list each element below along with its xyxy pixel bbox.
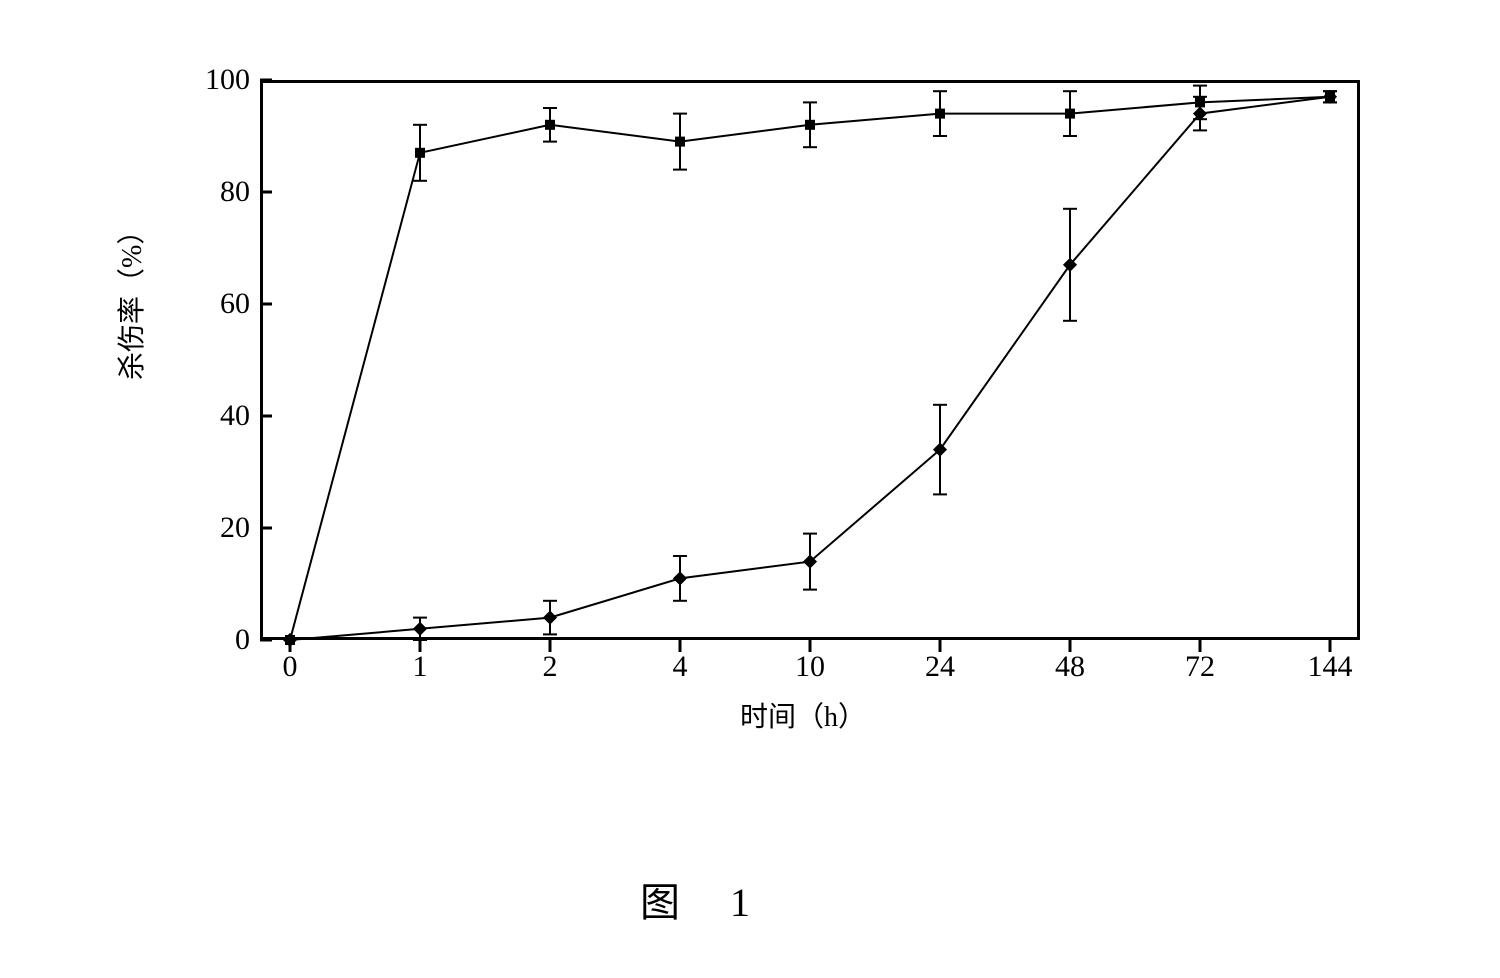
x-tick-mark <box>939 640 942 652</box>
y-tick-label: 0 <box>235 623 250 657</box>
x-tick-label: 24 <box>925 650 955 684</box>
y-tick-label: 80 <box>220 175 250 209</box>
marker-square <box>545 120 555 130</box>
marker-square <box>675 137 685 147</box>
marker-square <box>935 109 945 119</box>
x-tick-mark <box>1069 640 1072 652</box>
marker-square <box>1065 109 1075 119</box>
data-layer <box>260 80 1360 640</box>
marker-diamond <box>673 571 687 585</box>
x-tick-label: 2 <box>543 650 558 684</box>
x-tick-label: 144 <box>1308 650 1353 684</box>
figure-label: 图 1 <box>640 870 770 928</box>
x-tick-mark <box>419 640 422 652</box>
y-tick-label: 40 <box>220 399 250 433</box>
marker-diamond <box>413 622 427 636</box>
x-tick-label: 1 <box>413 650 428 684</box>
x-tick-label: 10 <box>795 650 825 684</box>
x-tick-mark <box>549 640 552 652</box>
x-tick-label: 0 <box>283 650 298 684</box>
marker-diamond <box>543 611 557 625</box>
x-tick-label: 4 <box>673 650 688 684</box>
chart-container: 杀伤率（%） 时间（h） 020406080100 01241024487214… <box>100 60 1400 740</box>
x-axis-label: 时间（h） <box>740 695 866 735</box>
y-tick-label: 100 <box>205 63 250 97</box>
y-tick-label: 60 <box>220 287 250 321</box>
x-tick-mark <box>1199 640 1202 652</box>
x-tick-mark <box>679 640 682 652</box>
x-tick-label: 48 <box>1055 650 1085 684</box>
marker-square <box>805 120 815 130</box>
x-tick-mark <box>809 640 812 652</box>
y-axis-label: 杀伤率（%） <box>110 217 150 380</box>
marker-square <box>415 148 425 158</box>
x-tick-mark <box>1329 640 1332 652</box>
x-tick-label: 72 <box>1185 650 1215 684</box>
y-tick-label: 20 <box>220 511 250 545</box>
